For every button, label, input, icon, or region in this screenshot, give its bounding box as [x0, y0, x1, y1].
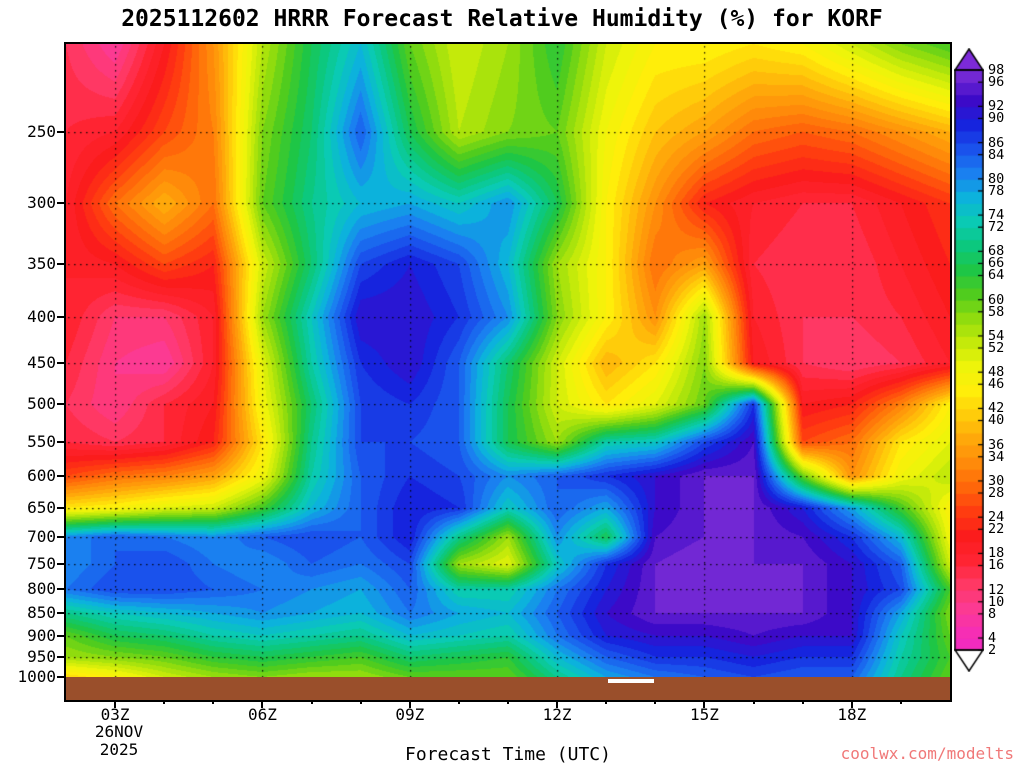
colorbar-tick-label: 74 [988, 207, 1005, 223]
y-axis-tick [57, 506, 64, 509]
y-axis-tick [57, 440, 64, 443]
x-axis-tick [359, 700, 362, 704]
x-axis-tick-label: 12Z [542, 705, 572, 724]
x-axis-tick [114, 700, 117, 708]
x-axis-tick [212, 700, 215, 704]
x-axis-tick-label: 18Z [837, 705, 867, 724]
x-axis-tick-label: 15Z [689, 705, 719, 724]
colorbar-tick-label: 72 [988, 219, 1005, 236]
y-axis-tick-label: 300 [27, 193, 56, 213]
y-axis-tick-label: 850 [27, 603, 56, 623]
colorbar-tick-label: 66 [988, 255, 1005, 272]
colorbar-tick-label: 16 [988, 557, 1005, 574]
colorbar-tick-label: 2 [988, 642, 997, 658]
colorbar-tick-label: 34 [988, 448, 1005, 465]
colorbar-tick-label: 4 [988, 629, 997, 646]
y-axis-tick-label: 650 [27, 497, 56, 517]
x-axis-tick [556, 700, 559, 708]
y-axis-tick-label: 800 [27, 579, 56, 599]
x-axis-tick [703, 700, 706, 708]
date-label-line2: 2025 [99, 740, 139, 759]
y-axis-tick [57, 315, 64, 318]
chart-title: 2025112602 HRRR Forecast Relative Humidi… [121, 6, 883, 32]
y-axis-tick-label: 500 [27, 394, 56, 414]
y-axis-tick-label: 750 [27, 553, 56, 573]
colorbar-tick-label: 18 [988, 545, 1005, 562]
surface-ground-strip [66, 677, 950, 700]
colorbar-tick-label: 8 [988, 605, 997, 622]
x-axis-tick [310, 700, 313, 704]
colorbar-tick-label: 30 [988, 472, 1005, 489]
y-axis-tick [57, 361, 64, 364]
y-axis-tick [57, 588, 64, 591]
y-axis-tick-label: 550 [27, 431, 56, 451]
x-axis-tick [752, 700, 755, 704]
colorbar-tick-label: 64 [988, 267, 1005, 284]
x-axis-tick [801, 700, 804, 704]
x-axis-tick [408, 700, 411, 708]
y-axis-tick-label: 600 [27, 466, 56, 486]
colorbar-tick-label: 42 [988, 400, 1005, 417]
colorbar-tick-label: 48 [988, 364, 1005, 381]
x-axis-tick-label: 09Z [395, 705, 425, 724]
colorbar-tick-label: 22 [988, 521, 1005, 538]
y-axis-tick-label: 700 [27, 526, 56, 546]
x-axis-title: Forecast Time (UTC) [405, 744, 611, 765]
y-axis-tick-label: 450 [27, 352, 56, 372]
colorbar-tick-label: 68 [988, 243, 1005, 260]
colorbar-tick-label: 58 [988, 303, 1005, 320]
colorbar-tick-label: 52 [988, 339, 1005, 356]
y-axis-tick [57, 612, 64, 615]
colorbar-tick-label: 60 [988, 291, 1005, 308]
colorbar-tick-label: 12 [988, 581, 1005, 598]
y-axis-tick [57, 403, 64, 406]
y-axis-tick-label: 250 [27, 121, 56, 141]
x-axis-tick [899, 700, 902, 704]
x-axis-tick [261, 700, 264, 708]
colorbar-tick-label: 24 [988, 509, 1005, 526]
colorbar-tick-label: 36 [988, 436, 1005, 453]
colorbar-tick-label: 78 [988, 182, 1005, 199]
x-axis-tick-label: 03Z [100, 705, 130, 724]
x-axis-tick [654, 700, 657, 704]
y-axis-tick [57, 130, 64, 133]
colorbar-tick-label: 54 [988, 327, 1005, 344]
colorbar-tick-label: 40 [988, 412, 1005, 429]
colorbar-tick-label: 10 [988, 593, 1005, 610]
colorbar-tick-label: 92 [988, 98, 1005, 115]
x-axis-tick [507, 700, 509, 704]
y-axis-tick [57, 535, 64, 538]
y-axis-tick [57, 655, 64, 658]
y-axis-tick-label: 350 [27, 254, 56, 274]
colorbar-tick-label: 98 [988, 62, 1005, 78]
y-axis-tick-label: 900 [27, 625, 56, 645]
colorbar-tick-label: 96 [988, 74, 1005, 91]
y-axis-tick-label: 1000 [17, 667, 56, 686]
x-axis-tick-label: 06Z [247, 705, 277, 724]
y-axis-tick [57, 263, 64, 266]
colorbar-tick-label: 84 [988, 146, 1005, 163]
x-axis-tick [850, 700, 853, 708]
y-axis-tick [57, 475, 64, 478]
colorbar [954, 48, 984, 672]
y-axis-tick-label: 400 [27, 306, 56, 326]
watermark-text: coolwx.com/modelts [840, 744, 1014, 763]
rh-cross-section-canvas [66, 44, 950, 677]
x-axis-tick [163, 700, 166, 704]
surface-marker [608, 679, 654, 683]
colorbar-tick-label: 80 [988, 170, 1005, 187]
x-axis-tick [605, 700, 608, 704]
x-axis-tick [457, 700, 460, 704]
y-axis-tick [57, 202, 64, 205]
y-axis-tick [57, 634, 64, 637]
y-axis-tick [57, 676, 64, 678]
y-axis-tick [57, 562, 64, 565]
colorbar-tick-label: 86 [988, 134, 1005, 151]
colorbar-tick-label: 46 [988, 376, 1005, 393]
colorbar-tick-label: 28 [988, 484, 1005, 501]
y-axis-tick-label: 950 [27, 646, 56, 666]
date-label-line1: 26NOV [94, 722, 144, 741]
colorbar-tick-label: 90 [988, 110, 1005, 127]
